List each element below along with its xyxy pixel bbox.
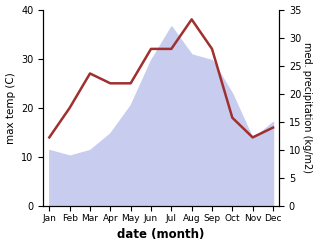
Y-axis label: max temp (C): max temp (C) (5, 72, 16, 144)
Y-axis label: med. precipitation (kg/m2): med. precipitation (kg/m2) (302, 42, 313, 173)
X-axis label: date (month): date (month) (117, 228, 205, 242)
